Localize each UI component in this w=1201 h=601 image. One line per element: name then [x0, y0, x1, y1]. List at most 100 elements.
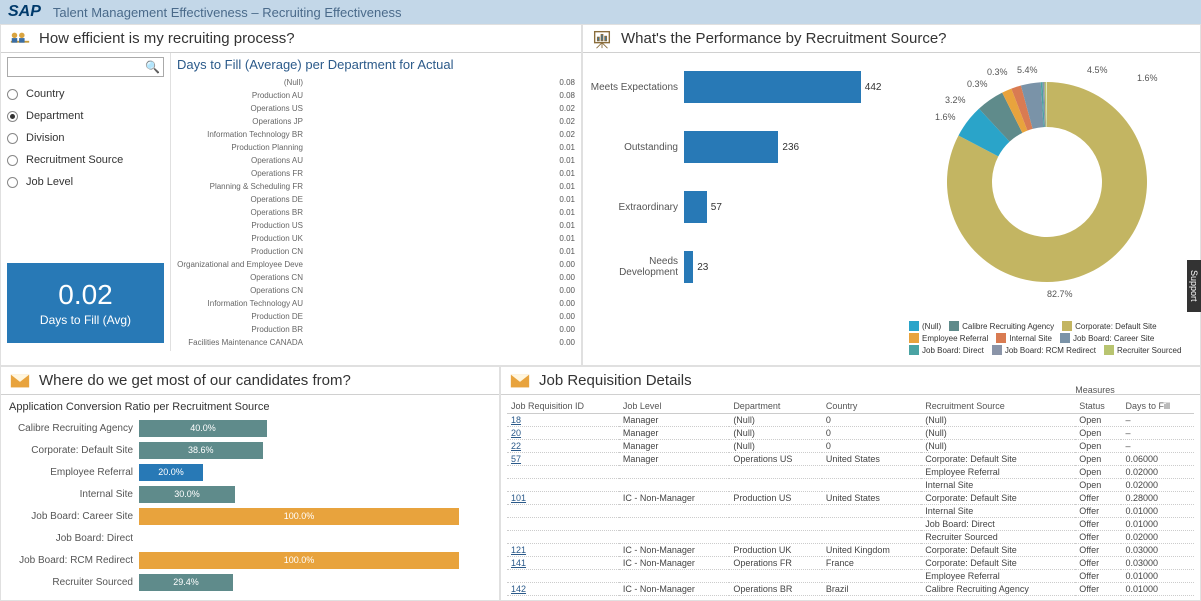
- perf-val: 57: [711, 202, 722, 213]
- dtf-row[interactable]: Operations DE0.01: [177, 193, 575, 206]
- conv-row[interactable]: Internal Site30.0%: [9, 483, 491, 505]
- col-header[interactable]: Job Requisition ID: [507, 399, 619, 414]
- table-row[interactable]: 141IC - Non-ManagerOperations FRFranceCo…: [507, 557, 1194, 570]
- table-cell: Corporate: Default Site: [921, 544, 1075, 557]
- legend-swatch: [909, 333, 919, 343]
- dtf-cat: Operations CN: [177, 273, 307, 282]
- dtf-row[interactable]: (Null)0.08: [177, 76, 575, 89]
- table-row[interactable]: Employee ReferralOpen0.02000: [507, 466, 1194, 479]
- table-cell[interactable]: 121: [507, 544, 619, 557]
- dtf-row[interactable]: Operations AU0.01: [177, 154, 575, 167]
- table-row[interactable]: Employee ReferralOffer0.01000: [507, 570, 1194, 583]
- dtf-row[interactable]: Operations CN0.00: [177, 284, 575, 297]
- legend-item[interactable]: Job Board: RCM Redirect: [992, 345, 1096, 355]
- dim-label: Division: [26, 132, 65, 144]
- perf-row[interactable]: Meets Expectations442: [589, 57, 897, 117]
- dtf-cat: Operations US: [177, 104, 307, 113]
- perf-row[interactable]: Extraordinary57: [589, 177, 897, 237]
- table-row[interactable]: 20Manager(Null)0(Null)Open–: [507, 427, 1194, 440]
- table-cell[interactable]: 101: [507, 492, 619, 505]
- table-row[interactable]: Job Board: DirectOffer0.01000: [507, 518, 1194, 531]
- conv-row[interactable]: Calibre Recruiting Agency40.0%: [9, 417, 491, 439]
- table-cell: (Null): [729, 414, 822, 427]
- legend-item[interactable]: Employee Referral: [909, 333, 988, 343]
- dtf-cat: Operations AU: [177, 156, 307, 165]
- legend-item[interactable]: Job Board: Career Site: [1060, 333, 1154, 343]
- table-row[interactable]: Internal SiteOffer0.01000: [507, 505, 1194, 518]
- dtf-row[interactable]: Planning & Scheduling FR0.01: [177, 180, 575, 193]
- legend-label: Job Board: Career Site: [1073, 334, 1154, 343]
- col-header[interactable]: Country: [822, 399, 921, 414]
- dtf-row[interactable]: Production US0.01: [177, 219, 575, 232]
- dtf-row[interactable]: Production DE0.00: [177, 310, 575, 323]
- dim-country[interactable]: Country: [7, 83, 164, 105]
- conv-row[interactable]: Corporate: Default Site38.6%: [9, 439, 491, 461]
- table-row[interactable]: 101IC - Non-ManagerProduction USUnited S…: [507, 492, 1194, 505]
- search-box[interactable]: 🔍: [7, 57, 164, 77]
- dtf-row[interactable]: Production UK0.01: [177, 232, 575, 245]
- legend-item[interactable]: Calibre Recruiting Agency: [949, 321, 1054, 331]
- table-cell[interactable]: 57: [507, 453, 619, 466]
- dtf-row[interactable]: Operations FR0.01: [177, 167, 575, 180]
- search-icon[interactable]: 🔍: [145, 60, 160, 74]
- dim-department[interactable]: Department: [7, 105, 164, 127]
- legend-item[interactable]: Recruiter Sourced: [1104, 345, 1181, 355]
- dtf-row[interactable]: Information Technology BR0.02: [177, 128, 575, 141]
- conv-cat: Job Board: Career Site: [9, 511, 139, 522]
- table-cell[interactable]: 22: [507, 440, 619, 453]
- dtf-row[interactable]: Operations BR0.01: [177, 206, 575, 219]
- dtf-val: 0.02: [559, 104, 575, 113]
- col-header[interactable]: Days to Fill: [1121, 399, 1194, 414]
- table-cell: 0.06000: [1121, 453, 1194, 466]
- conv-row[interactable]: Job Board: RCM Redirect100.0%: [9, 549, 491, 571]
- perf-row[interactable]: Outstanding236: [589, 117, 897, 177]
- table-row[interactable]: 142IC - Non-ManagerOperations BRBrazilCa…: [507, 583, 1194, 596]
- table-row[interactable]: 121IC - Non-ManagerProduction UKUnited K…: [507, 544, 1194, 557]
- conv-bar: 100.0%: [139, 552, 459, 569]
- dtf-cat: Organizational and Employee Deve: [177, 260, 307, 269]
- table-cell: [507, 518, 619, 531]
- col-header[interactable]: Job Level: [619, 399, 729, 414]
- conv-row[interactable]: Recruiter Sourced29.4%: [9, 571, 491, 593]
- panel-requisitions: Job Requisition Details Job Requisition …: [500, 366, 1201, 601]
- dtf-row[interactable]: Facilities Maintenance CANADA0.00: [177, 336, 575, 349]
- dtf-cat: Production CN: [177, 247, 307, 256]
- dtf-row[interactable]: Organizational and Employee Deve0.00: [177, 258, 575, 271]
- table-row[interactable]: Recruiter SourcedOffer0.02000: [507, 531, 1194, 544]
- dim-division[interactable]: Division: [7, 127, 164, 149]
- legend-item[interactable]: Corporate: Default Site: [1062, 321, 1156, 331]
- conv-cat: Job Board: Direct: [9, 533, 139, 544]
- table-cell[interactable]: 18: [507, 414, 619, 427]
- legend-item[interactable]: (Null): [909, 321, 941, 331]
- dtf-row[interactable]: Production BR0.00: [177, 323, 575, 336]
- conv-row[interactable]: Employee Referral20.0%: [9, 461, 491, 483]
- dtf-row[interactable]: Information Technology AU0.00: [177, 297, 575, 310]
- dtf-row[interactable]: Production AU0.08: [177, 89, 575, 102]
- legend-item[interactable]: Internal Site: [996, 333, 1052, 343]
- conv-row[interactable]: Job Board: Direct: [9, 527, 491, 549]
- perf-row[interactable]: Needs Development23: [589, 237, 897, 297]
- table-cell: 0.02000: [1121, 466, 1194, 479]
- col-header[interactable]: Department: [729, 399, 822, 414]
- dtf-row[interactable]: Production CN0.01: [177, 245, 575, 258]
- dtf-row[interactable]: Production Planning0.01: [177, 141, 575, 154]
- conv-row[interactable]: Job Board: Career Site100.0%: [9, 505, 491, 527]
- table-row[interactable]: 57ManagerOperations USUnited StatesCorpo…: [507, 453, 1194, 466]
- search-input[interactable]: [7, 57, 164, 77]
- dim-recruitment-source[interactable]: Recruitment Source: [7, 149, 164, 171]
- dim-job-level[interactable]: Job Level: [7, 171, 164, 193]
- col-header[interactable]: Recruitment Source: [921, 399, 1075, 414]
- table-row[interactable]: 18Manager(Null)0(Null)Open–: [507, 414, 1194, 427]
- dtf-row[interactable]: Operations JP0.02: [177, 115, 575, 128]
- table-cell[interactable]: 141: [507, 557, 619, 570]
- table-row[interactable]: Internal SiteOpen0.02000: [507, 479, 1194, 492]
- table-row[interactable]: 22Manager(Null)0(Null)Open–: [507, 440, 1194, 453]
- table-cell[interactable]: 20: [507, 427, 619, 440]
- table-cell: 0: [822, 440, 921, 453]
- support-tab[interactable]: Support: [1187, 260, 1201, 312]
- legend-item[interactable]: Job Board: Direct: [909, 345, 984, 355]
- table-cell: (Null): [729, 440, 822, 453]
- dtf-row[interactable]: Operations CN0.00: [177, 271, 575, 284]
- dtf-row[interactable]: Operations US 0.02: [177, 102, 575, 115]
- table-cell[interactable]: 142: [507, 583, 619, 596]
